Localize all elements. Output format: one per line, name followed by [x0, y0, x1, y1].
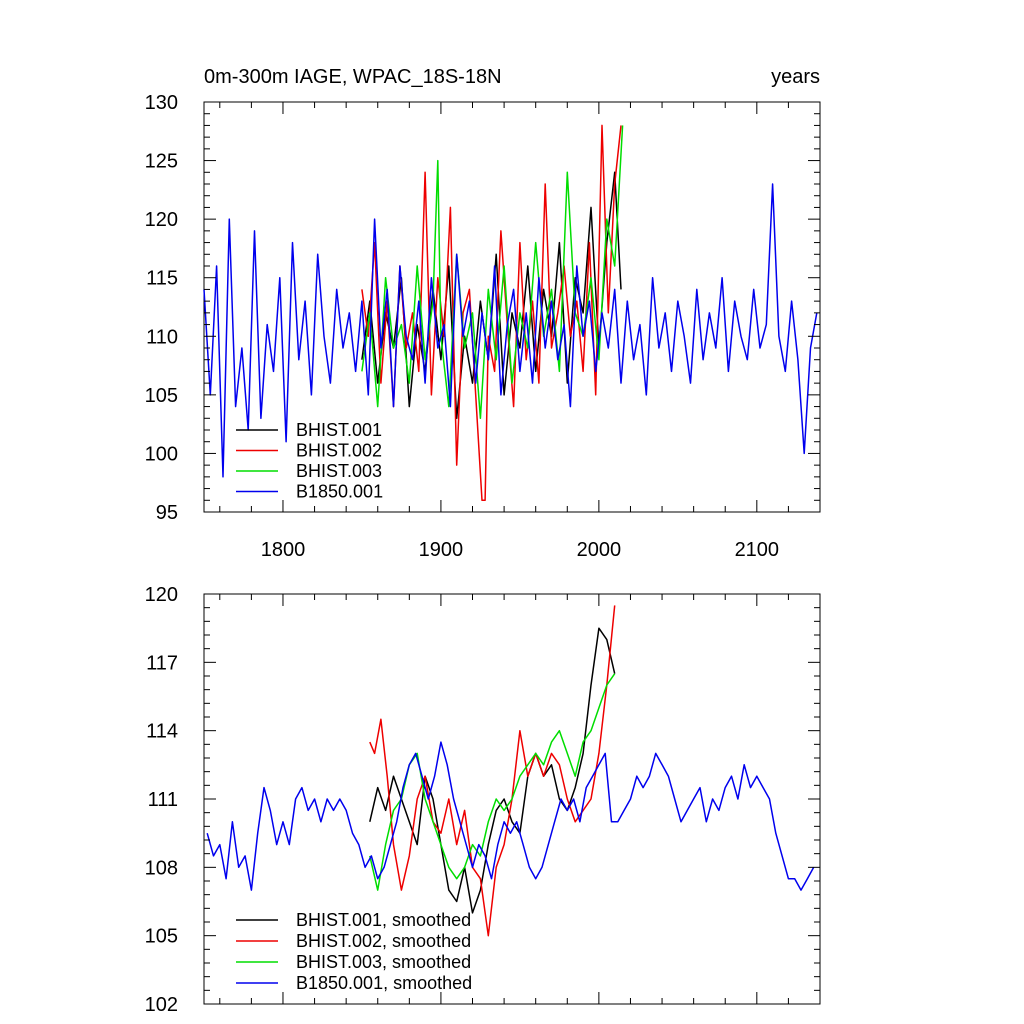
- top-panel: 0m-300m IAGE, WPAC_18S-18N years 1800 190…: [145, 66, 821, 561]
- series-group-top: [203, 124, 818, 502]
- y-tick-label: 102: [145, 994, 178, 1016]
- x-tick-label: 1900: [419, 539, 464, 561]
- y-tick-label: 120: [145, 209, 178, 231]
- series-line-0: [361, 171, 622, 420]
- y-tick-label: 125: [145, 151, 178, 173]
- series-line-3: [203, 183, 818, 478]
- legend-label: B1850.001: [296, 482, 383, 502]
- y-tick-label: 130: [145, 92, 178, 114]
- ticks-top: 1800 1900 2000 2100 95 100 105 110 115 120 125 130: [145, 92, 821, 561]
- y-tick-label: 105: [145, 385, 178, 407]
- series-line-2: [361, 125, 624, 420]
- series-line-3: [206, 741, 815, 891]
- x-tick-label: 1800: [261, 539, 306, 561]
- legend-label: BHIST.001, smoothed: [296, 910, 471, 930]
- legend-label: BHIST.003: [296, 461, 382, 481]
- y-tick-label: 117: [146, 652, 178, 674]
- y-tick-label: 120: [145, 584, 178, 606]
- y-tick-label: 108: [145, 857, 178, 879]
- legend-label: BHIST.002: [296, 441, 382, 461]
- y-tick-label: 105: [145, 926, 178, 948]
- legend-label: BHIST.002, smoothed: [296, 931, 471, 951]
- chart-title: 0m-300m IAGE, WPAC_18S-18N: [204, 66, 502, 88]
- ticks-bottom: 102 105 108 111 114 117 120: [145, 584, 821, 1016]
- y-tick-label: 100: [145, 443, 178, 465]
- y-tick-label: 114: [146, 721, 178, 743]
- units-label: years: [771, 66, 820, 88]
- plot-frame-top: [203, 101, 821, 513]
- legend-label: B1850.001, smoothed: [296, 973, 472, 993]
- bottom-panel: 102 105 108 111 114 117 120 BHIST.001, smoothe…: [145, 584, 821, 1016]
- series-line-2: [369, 673, 616, 891]
- series-line-0: [369, 627, 616, 914]
- series-group-bottom: [206, 605, 815, 937]
- y-tick-label: 95: [156, 502, 178, 524]
- legend-label: BHIST.003, smoothed: [296, 952, 471, 972]
- x-tick-label: 2100: [735, 539, 780, 561]
- y-tick-label: 110: [146, 326, 178, 348]
- y-tick-label: 111: [148, 789, 178, 811]
- series-line-1: [369, 605, 616, 937]
- y-tick-label: 115: [146, 268, 178, 290]
- series-line-1: [361, 124, 622, 502]
- x-tick-label: 2000: [577, 539, 622, 561]
- legend-label: BHIST.001: [296, 420, 382, 440]
